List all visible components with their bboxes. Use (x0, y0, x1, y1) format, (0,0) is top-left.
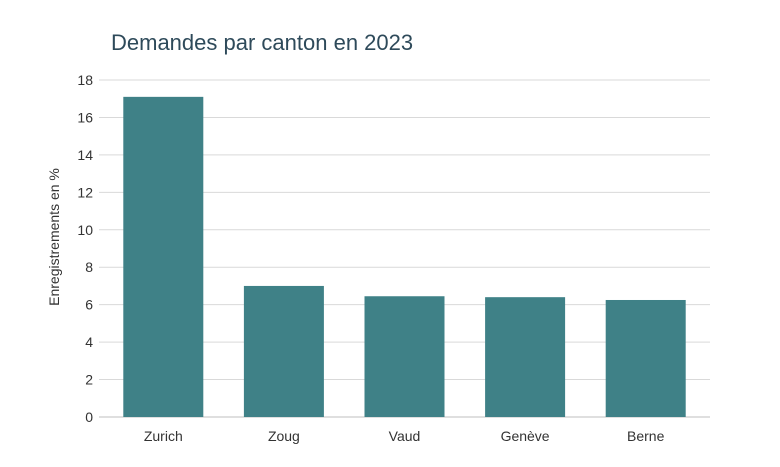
bar-vaud (365, 296, 445, 417)
y-tick-label: 0 (85, 409, 93, 425)
y-tick-label: 4 (85, 334, 93, 350)
x-tick-label: Genève (501, 428, 550, 444)
x-tick-label: Zoug (268, 428, 300, 444)
x-tick-label: Vaud (389, 428, 421, 444)
y-axis-ticks: 0 2 4 6 8 10 12 14 16 18 (77, 72, 93, 425)
y-tick-label: 6 (85, 297, 93, 313)
bar-zoug (244, 286, 324, 417)
bar-genève (485, 297, 565, 417)
y-tick-label: 10 (77, 222, 93, 238)
chart-container: Demandes par canton en 2023 024681012141… (0, 0, 780, 467)
x-axis-ticks: Zurich Zoug Vaud Genève Berne (144, 428, 665, 444)
y-tick-label: 18 (77, 72, 93, 88)
x-tick-label: Zurich (144, 428, 183, 444)
bar-berne (606, 300, 686, 417)
y-tick-label: 14 (77, 147, 93, 163)
y-tick-label: 8 (85, 259, 93, 275)
y-tick-label: 2 (85, 372, 93, 388)
y-axis-label: Enregistrements en % (46, 168, 62, 306)
chart-plot: 0 2 4 6 8 10 12 14 16 18 Zurich Zoug Vaud Genève Bern… (0, 0, 780, 467)
y-tick-label: 12 (77, 184, 93, 200)
bar-zurich (123, 97, 203, 417)
y-tick-label: 16 (77, 109, 93, 125)
bars (123, 97, 685, 417)
x-tick-label: Berne (627, 428, 665, 444)
